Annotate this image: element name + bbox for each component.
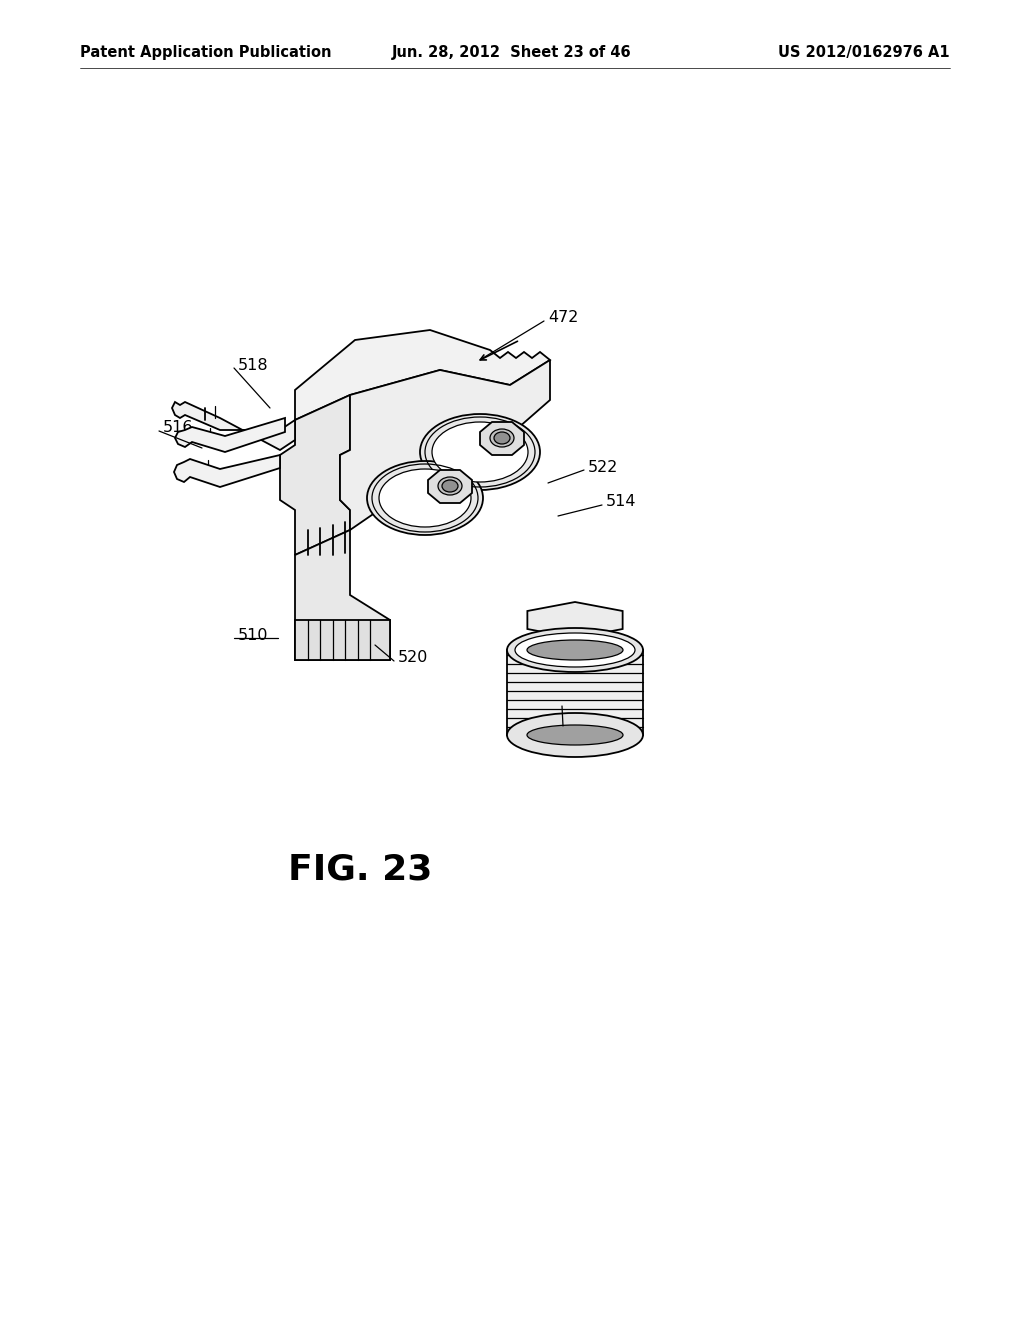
Text: 518: 518 <box>238 358 268 372</box>
Ellipse shape <box>515 634 635 667</box>
Ellipse shape <box>420 414 540 490</box>
Ellipse shape <box>432 422 528 482</box>
Polygon shape <box>295 330 550 420</box>
Ellipse shape <box>527 725 623 744</box>
Text: 520: 520 <box>398 651 428 665</box>
Polygon shape <box>172 403 295 450</box>
Polygon shape <box>175 418 285 451</box>
Polygon shape <box>480 422 524 455</box>
Ellipse shape <box>507 628 643 672</box>
Ellipse shape <box>442 480 458 492</box>
Ellipse shape <box>494 432 510 444</box>
Text: Patent Application Publication: Patent Application Publication <box>80 45 332 59</box>
Polygon shape <box>527 602 623 638</box>
Text: Jun. 28, 2012  Sheet 23 of 46: Jun. 28, 2012 Sheet 23 of 46 <box>392 45 632 59</box>
Text: 572: 572 <box>567 715 597 730</box>
Text: FIG. 23: FIG. 23 <box>288 853 432 887</box>
Polygon shape <box>340 360 550 531</box>
Polygon shape <box>295 531 390 660</box>
Polygon shape <box>174 455 280 487</box>
Text: 472: 472 <box>548 310 579 326</box>
Text: US 2012/0162976 A1: US 2012/0162976 A1 <box>778 45 950 59</box>
Ellipse shape <box>490 429 514 447</box>
Polygon shape <box>280 395 350 554</box>
Ellipse shape <box>527 640 623 660</box>
Text: 516: 516 <box>163 421 194 436</box>
Ellipse shape <box>379 469 471 527</box>
Polygon shape <box>428 470 472 503</box>
Ellipse shape <box>367 461 483 535</box>
Polygon shape <box>507 649 643 735</box>
Polygon shape <box>295 620 390 660</box>
Text: 514: 514 <box>606 495 637 510</box>
Ellipse shape <box>438 477 462 495</box>
Ellipse shape <box>507 713 643 756</box>
Text: 510: 510 <box>238 627 268 643</box>
Text: 522: 522 <box>588 459 618 474</box>
